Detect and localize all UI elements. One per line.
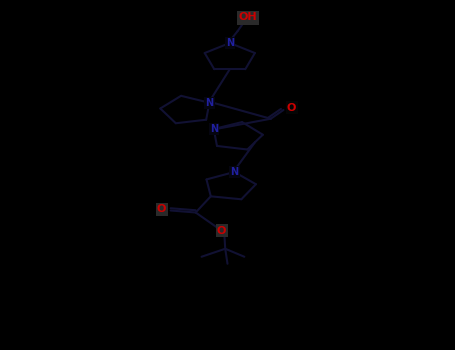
Text: N: N [205, 98, 213, 108]
Text: O: O [157, 204, 166, 214]
Text: N: N [226, 38, 234, 48]
Text: N: N [230, 167, 238, 177]
Text: N: N [210, 124, 218, 134]
Text: OH: OH [239, 13, 257, 22]
Text: O: O [287, 103, 296, 112]
Text: O: O [217, 225, 226, 236]
